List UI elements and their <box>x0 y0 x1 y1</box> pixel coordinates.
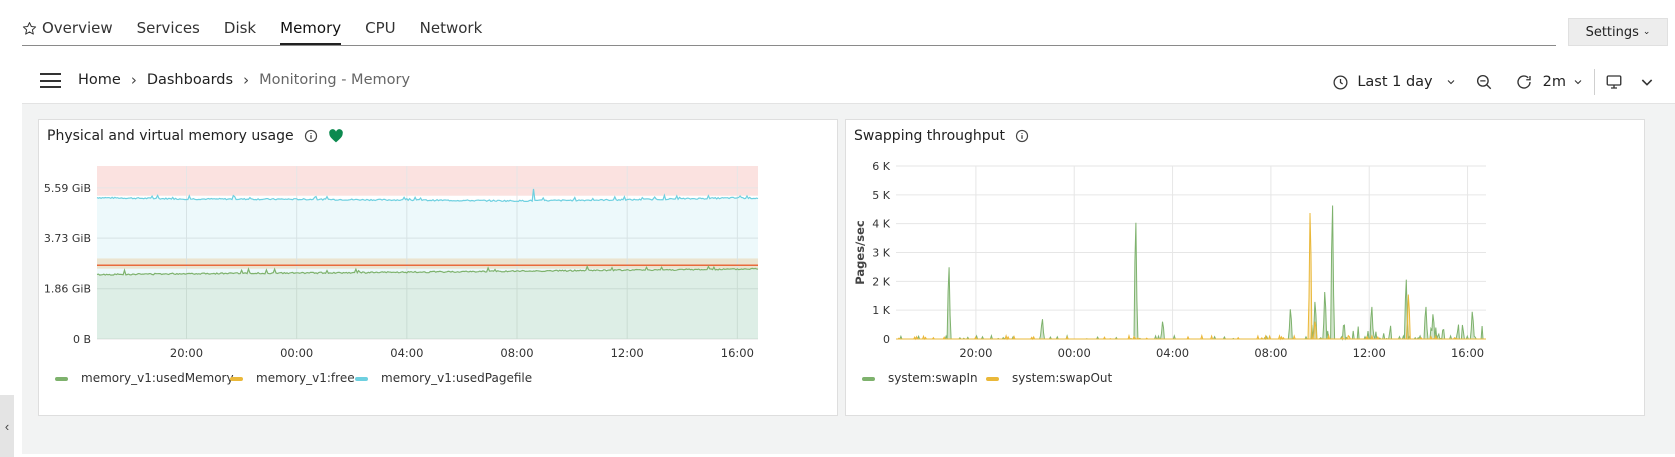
y-tick-label: 2 K <box>872 275 890 288</box>
tab-cpu[interactable]: CPU <box>365 19 396 45</box>
series-line-usedMemory <box>96 264 759 276</box>
toolbar-divider <box>1594 69 1595 95</box>
tab-memory[interactable]: Memory <box>280 19 342 45</box>
series-area-usedMemory <box>97 266 758 339</box>
x-tick-label: 04:00 <box>390 346 423 360</box>
chevron-down-icon <box>1574 80 1582 85</box>
y-tick-label: 0 B <box>73 333 91 346</box>
legend-label: system:swapIn <box>888 371 978 385</box>
x-tick-label: 00:00 <box>280 346 313 360</box>
heart-icon <box>328 129 343 143</box>
tab-label: Services <box>136 19 200 37</box>
chevron-down-icon: ⌄ <box>1642 27 1651 37</box>
menu-icon[interactable] <box>40 73 61 88</box>
expand-sidebar-tab[interactable]: ‹ <box>0 395 14 457</box>
tab-disk[interactable]: Disk <box>224 19 256 45</box>
legend-swatch <box>55 377 68 381</box>
chevron-down-icon <box>1447 80 1455 85</box>
breadcrumb: Home › Dashboards › Monitoring - Memory <box>78 71 410 89</box>
y-tick-label: 0 <box>883 333 890 346</box>
x-tick-label: 04:00 <box>1156 346 1189 360</box>
settings-label: Settings <box>1585 24 1639 40</box>
settings-button[interactable]: Settings ⌄ <box>1568 18 1668 46</box>
swapping-throughput-panel: Swapping throughput 0 1 K 2 K 3 K 4 K 5 K 6 K 2… <box>845 119 1645 416</box>
tab-overview[interactable]: Overview <box>22 19 113 45</box>
dashboard-toolbar: Home › Dashboards › Monitoring - Memory … <box>22 60 1675 104</box>
y-tick-label: 6 K <box>872 160 890 173</box>
threshold-band-orange <box>97 258 758 269</box>
tab-label: Memory <box>280 19 342 37</box>
tab-label: Overview <box>42 19 113 37</box>
legend-swatch <box>230 377 243 381</box>
star-icon <box>22 21 37 35</box>
refresh-interval-label: 2m <box>1542 74 1566 90</box>
legend-label: system:swapOut <box>1012 371 1113 385</box>
tab-label: CPU <box>365 19 396 37</box>
x-tick-label: 20:00 <box>170 346 203 360</box>
breadcrumb-current: Monitoring - Memory <box>259 72 411 88</box>
x-tick-label: 00:00 <box>1058 346 1091 360</box>
swapping-throughput-chart: 0 1 K 2 K 3 K 4 K 5 K 6 K 20:00 00:00 04:00 08:00 1… <box>853 160 1486 385</box>
memory-usage-panel: Physical and virtual memory usage 0 B 1.8… <box>38 119 838 416</box>
panel-title: Swapping throughput <box>854 128 1006 144</box>
x-tick-label: 12:00 <box>1353 346 1386 360</box>
dashboard-content: Physical and virtual memory usage 0 B 1.8… <box>22 104 1675 454</box>
breadcrumb-home[interactable]: Home <box>78 72 121 88</box>
x-tick-label: 12:00 <box>611 346 644 360</box>
breadcrumb-separator: › <box>130 71 137 89</box>
legend-swatch <box>862 377 875 381</box>
series-area-usedPagefile <box>97 189 758 339</box>
legend-label: memory_v1:usedPagefile <box>381 371 532 385</box>
y-tick-label: 1.86 GiB <box>44 283 91 296</box>
clock-icon <box>1333 74 1348 90</box>
legend-swatch <box>986 377 999 381</box>
y-tick-label: 1 K <box>872 304 890 317</box>
tab-label: Disk <box>223 19 257 37</box>
y-tick-label: 4 K <box>872 218 890 231</box>
toolbar-tools: Last 1 day 2m <box>1332 68 1655 96</box>
x-tick-label: 16:00 <box>1451 346 1484 360</box>
series-line-usedPagefile <box>96 188 759 203</box>
y-axis-label: Pages/sec <box>853 220 867 285</box>
collapse-chevron-icon[interactable] <box>1639 74 1655 90</box>
breadcrumb-separator: › <box>243 71 250 89</box>
y-tick-label: 3 K <box>872 247 890 260</box>
memory-usage-chart: 0 B 1.86 GiB 3.73 GiB 5.59 GiB 20:00 00:00 04:… <box>44 166 759 385</box>
threshold-band-red <box>97 166 758 196</box>
info-icon[interactable] <box>304 129 318 143</box>
time-range-label: Last 1 day <box>1357 74 1433 90</box>
time-range-picker[interactable]: Last 1 day <box>1332 74 1456 91</box>
tab-bar: Overview Services Disk Memory CPU Networ… <box>22 14 1556 46</box>
series-area-system-swapOut <box>896 212 1486 341</box>
legend-label: memory_v1:free <box>256 371 355 385</box>
x-tick-label: 16:00 <box>721 346 754 360</box>
tv-mode-icon[interactable] <box>1605 73 1623 91</box>
panel-header: Physical and virtual memory usage <box>47 128 344 144</box>
x-tick-label: 08:00 <box>500 346 533 360</box>
breadcrumb-dashboards[interactable]: Dashboards <box>146 72 234 88</box>
refresh-icon[interactable] <box>1515 73 1533 91</box>
tab-services[interactable]: Services <box>137 19 200 45</box>
x-tick-label: 20:00 <box>959 346 992 360</box>
legend-swatch <box>355 377 368 381</box>
refresh-interval-picker[interactable]: 2m <box>1543 74 1584 90</box>
zoom-out-icon[interactable] <box>1475 73 1493 91</box>
panel-title: Physical and virtual memory usage <box>47 128 294 144</box>
tab-network[interactable]: Network <box>420 19 483 45</box>
y-tick-label: 5 K <box>872 189 890 202</box>
info-icon[interactable] <box>1015 129 1029 143</box>
panel-header: Swapping throughput <box>854 128 1029 144</box>
y-tick-label: 5.59 GiB <box>44 182 91 195</box>
series-area-system-swapIn <box>896 205 1486 341</box>
x-tick-label: 08:00 <box>1254 346 1287 360</box>
y-tick-label: 3.73 GiB <box>44 232 91 245</box>
tab-label: Network <box>419 19 483 37</box>
legend-label: memory_v1:usedMemory <box>81 371 234 385</box>
chevron-left-icon: ‹ <box>4 418 10 434</box>
